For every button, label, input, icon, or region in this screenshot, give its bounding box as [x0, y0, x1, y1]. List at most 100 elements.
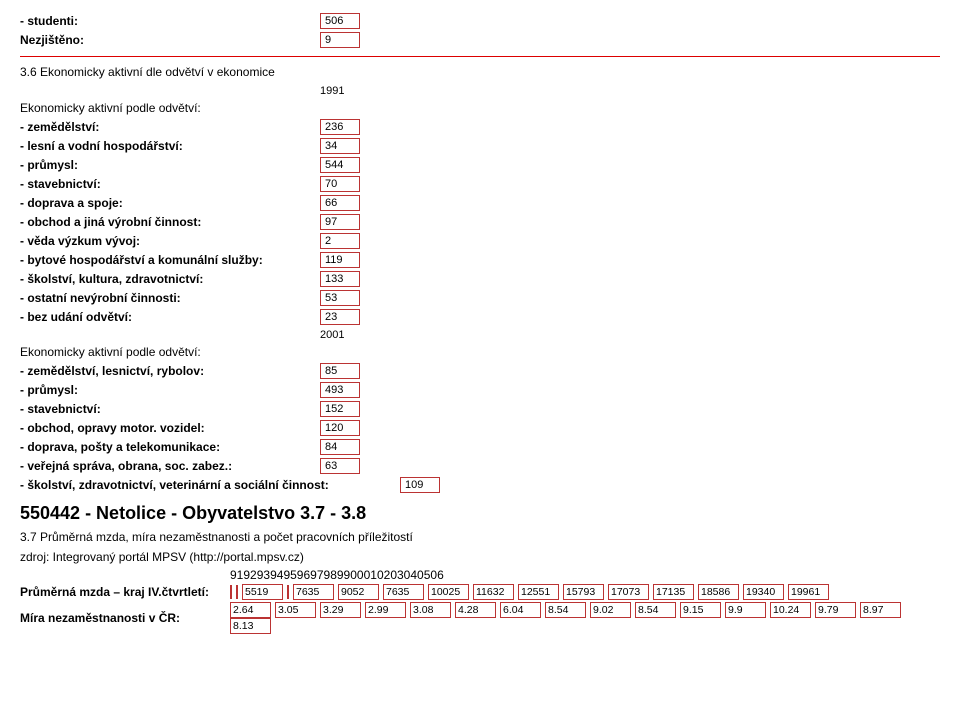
mzda-cell: 9052: [338, 584, 379, 600]
section-3-7-title: 3.7 Průměrná mzda, míra nezaměstnanosti …: [20, 530, 940, 544]
row-label: - doprava a spoje:: [20, 196, 320, 210]
row-value: 2: [320, 233, 360, 249]
mira-cell: 3.08: [410, 602, 451, 618]
mzda-cell: 7635: [293, 584, 334, 600]
mira-cell: 8.54: [545, 602, 586, 618]
mira-label: Míra nezaměstnanosti v ČR:: [20, 611, 230, 625]
row-value: 70: [320, 176, 360, 192]
mzda-cell: 15793: [563, 584, 604, 600]
subhead-1991: Ekonomicky aktivní podle odvětví:: [20, 101, 940, 115]
mira-cell: 9.79: [815, 602, 856, 618]
year-header: 91: [230, 568, 243, 582]
row-label: - stavebnictví:: [20, 402, 320, 416]
mzda-cell: [236, 585, 238, 599]
year-header: 92: [243, 568, 256, 582]
year-header: 98: [324, 568, 337, 582]
year-header: 96: [297, 568, 310, 582]
studenti-label: - studenti:: [20, 14, 320, 28]
row-label: - lesní a vodní hospodářství:: [20, 139, 320, 153]
mzda-cell: 12551: [518, 584, 559, 600]
row-value: 236: [320, 119, 360, 135]
row-value: 84: [320, 439, 360, 455]
section-3-6-title: 3.6 Ekonomicky aktivní dle odvětví v eko…: [20, 65, 940, 79]
mira-cell: 8.97: [860, 602, 901, 618]
mira-cell: 8.54: [635, 602, 676, 618]
mira-cell: 3.05: [275, 602, 316, 618]
mzda-cell: 19340: [743, 584, 784, 600]
row-value: 66: [320, 195, 360, 211]
mira-cell: 2.64: [230, 602, 271, 618]
mira-cell: 9.02: [590, 602, 631, 618]
mzda-cell: [287, 585, 289, 599]
mira-cell: 4.28: [455, 602, 496, 618]
row-label: - doprava, pošty a telekomunikace:: [20, 440, 320, 454]
row-value: 63: [320, 458, 360, 474]
source-line: zdroj: Integrovaný portál MPSV (http://p…: [20, 550, 940, 564]
row-value: 493: [320, 382, 360, 398]
mzda-cell: [230, 585, 232, 599]
studenti-value: 506: [320, 13, 360, 29]
year-header: 02: [377, 568, 390, 582]
year-header: 06: [430, 568, 443, 582]
row-label: - průmysl:: [20, 383, 320, 397]
row-label: - veřejná správa, obrana, soc. zabez.:: [20, 459, 320, 473]
nezjisteno-value: 9: [320, 32, 360, 48]
year-header: 95: [283, 568, 296, 582]
mira-cell: 10.24: [770, 602, 811, 618]
year-header: 04: [404, 568, 417, 582]
row-value: 34: [320, 138, 360, 154]
mzda-cell: 7635: [383, 584, 424, 600]
year-header: 93: [257, 568, 270, 582]
row-label: - stavebnictví:: [20, 177, 320, 191]
year-header: 99: [337, 568, 350, 582]
row-value: 119: [320, 252, 360, 268]
row-label: - bez udání odvětví:: [20, 310, 320, 324]
year-header: 03: [390, 568, 403, 582]
years-header-row: 91929394959697989900010203040506: [20, 568, 940, 582]
year-header: 94: [270, 568, 283, 582]
row-value: 85: [320, 363, 360, 379]
mira-cell: 3.29: [320, 602, 361, 618]
row-value: 109: [400, 477, 440, 493]
mzda-cell: 11632: [473, 584, 514, 600]
row-label: - věda výzkum vývoj:: [20, 234, 320, 248]
nezjisteno-label: Nezjištěno:: [20, 33, 320, 47]
mzda-cell: 17135: [653, 584, 694, 600]
row-value: 53: [320, 290, 360, 306]
mira-row: Míra nezaměstnanosti v ČR: 2.643.053.292…: [20, 602, 940, 634]
row-label: - bytové hospodářství a komunální služby…: [20, 253, 320, 267]
mzda-row: Průměrná mzda – kraj IV.čtvrtletí: 5519 7…: [20, 584, 940, 600]
row-label: - obchod, opravy motor. vozidel:: [20, 421, 320, 435]
year-header: 00: [350, 568, 363, 582]
mzda-cell: 10025: [428, 584, 469, 600]
year-header: 05: [417, 568, 430, 582]
row-label: - školství, zdravotnictví, veterinární a…: [20, 478, 400, 492]
row-label: - průmysl:: [20, 158, 320, 172]
year-header: 01: [364, 568, 377, 582]
divider: [20, 56, 940, 57]
row-value: 97: [320, 214, 360, 230]
mira-cell: 9.9: [725, 602, 766, 618]
row-label: - školství, kultura, zdravotnictví:: [20, 272, 320, 286]
mzda-cell: 19961: [788, 584, 829, 600]
mzda-cell: 18586: [698, 584, 739, 600]
row-label: - zemědělství:: [20, 120, 320, 134]
row-label: - zemědělství, lesnictví, rybolov:: [20, 364, 320, 378]
subhead-2001: Ekonomicky aktivní podle odvětví:: [20, 345, 940, 359]
row-value: 23: [320, 309, 360, 325]
mira-cell: 2.99: [365, 602, 406, 618]
year-2001: 2001: [320, 329, 940, 341]
mzda-cell: 5519: [242, 584, 283, 600]
row-label: - obchod a jiná výrobní činnost:: [20, 215, 320, 229]
mzda-label: Průměrná mzda – kraj IV.čtvrtletí:: [20, 585, 230, 599]
mira-cell: 8.13: [230, 618, 271, 634]
row-value: 152: [320, 401, 360, 417]
mira-cell: 9.15: [680, 602, 721, 618]
row-value: 544: [320, 157, 360, 173]
mira-cell: 6.04: [500, 602, 541, 618]
row-value: 120: [320, 420, 360, 436]
mzda-cell: 17073: [608, 584, 649, 600]
year-header: 97: [310, 568, 323, 582]
year-1991: 1991: [320, 85, 940, 97]
page-title: 550442 - Netolice - Obyvatelstvo 3.7 - 3…: [20, 503, 940, 524]
